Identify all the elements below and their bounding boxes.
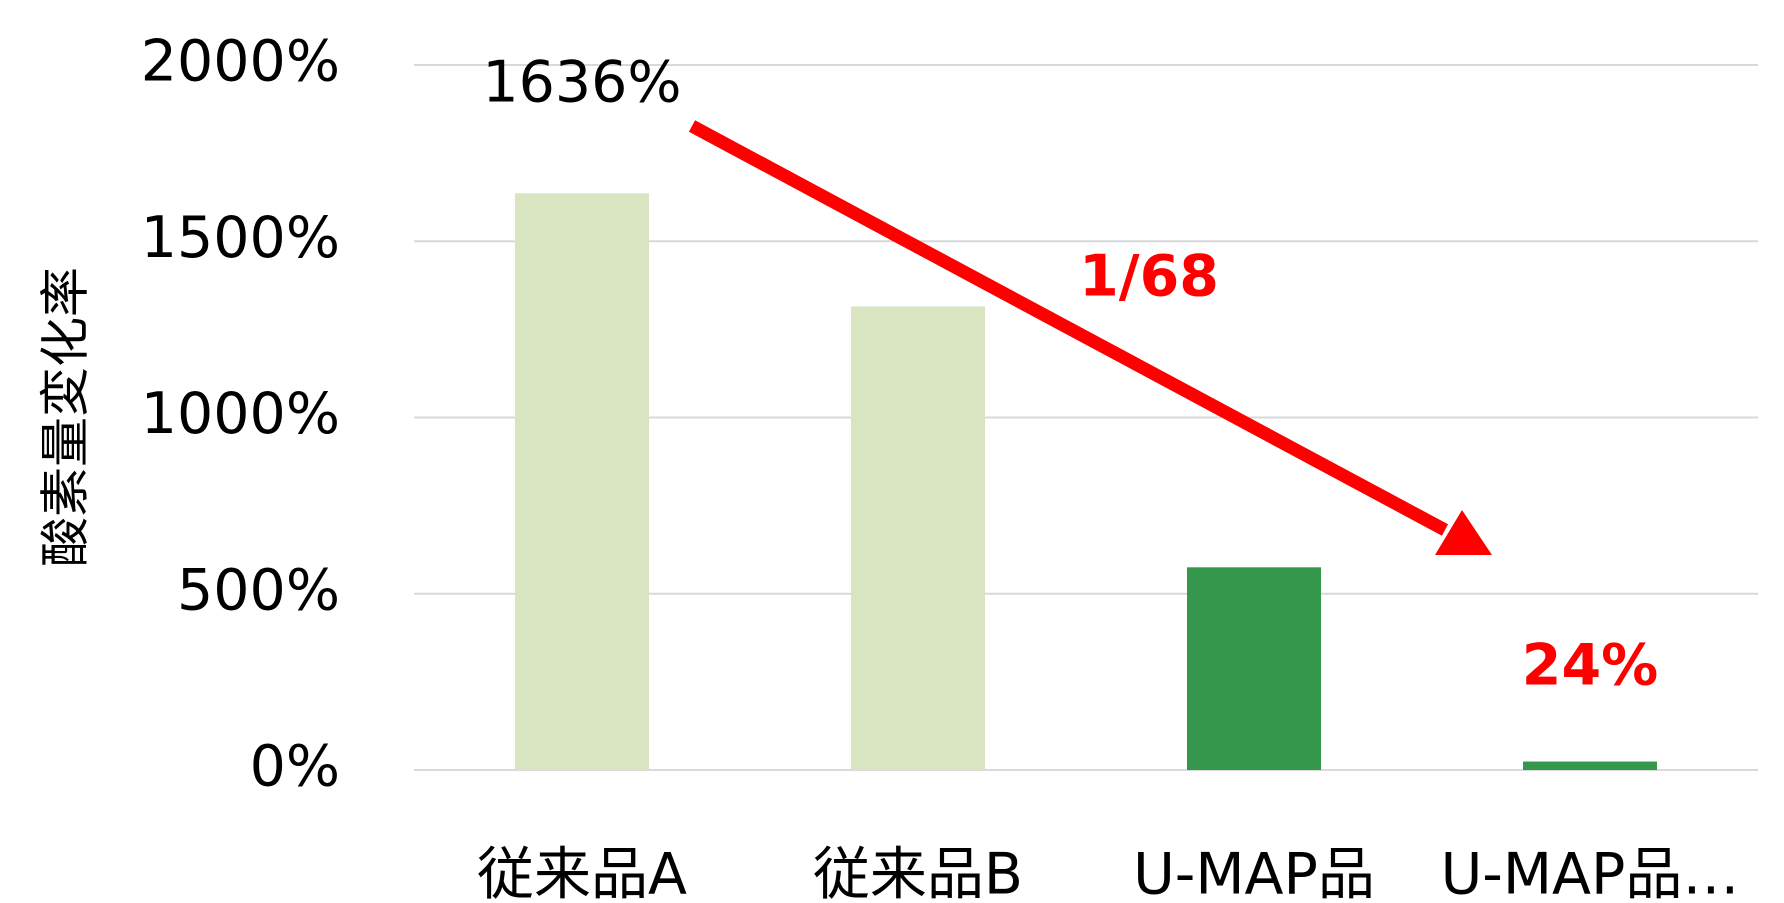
data-label: 1636% [482, 50, 681, 116]
y-tick-label: 0% [250, 734, 340, 800]
y-tick-label: 2000% [141, 29, 340, 95]
x-tick-label: U-MAP品 [1133, 842, 1375, 903]
x-tick-label: 従来品B [813, 842, 1023, 903]
x-tick-label: 従来品A [477, 842, 687, 903]
x-tick-label: U-MAP品… [1441, 842, 1740, 903]
bar [851, 306, 985, 770]
data-label: 24% [1522, 633, 1658, 699]
y-tick-label: 1000% [141, 381, 340, 447]
bar [1187, 567, 1321, 770]
y-axis-label: 酸素量変化率 [37, 267, 95, 567]
arrow-head [1435, 510, 1492, 555]
y-tick-label: 1500% [141, 205, 340, 271]
bar [515, 193, 649, 770]
annotation: 1/68 [1079, 244, 1219, 310]
bar [1523, 761, 1657, 770]
y-tick-label: 500% [177, 557, 340, 623]
trend-arrow [688, 120, 1449, 536]
